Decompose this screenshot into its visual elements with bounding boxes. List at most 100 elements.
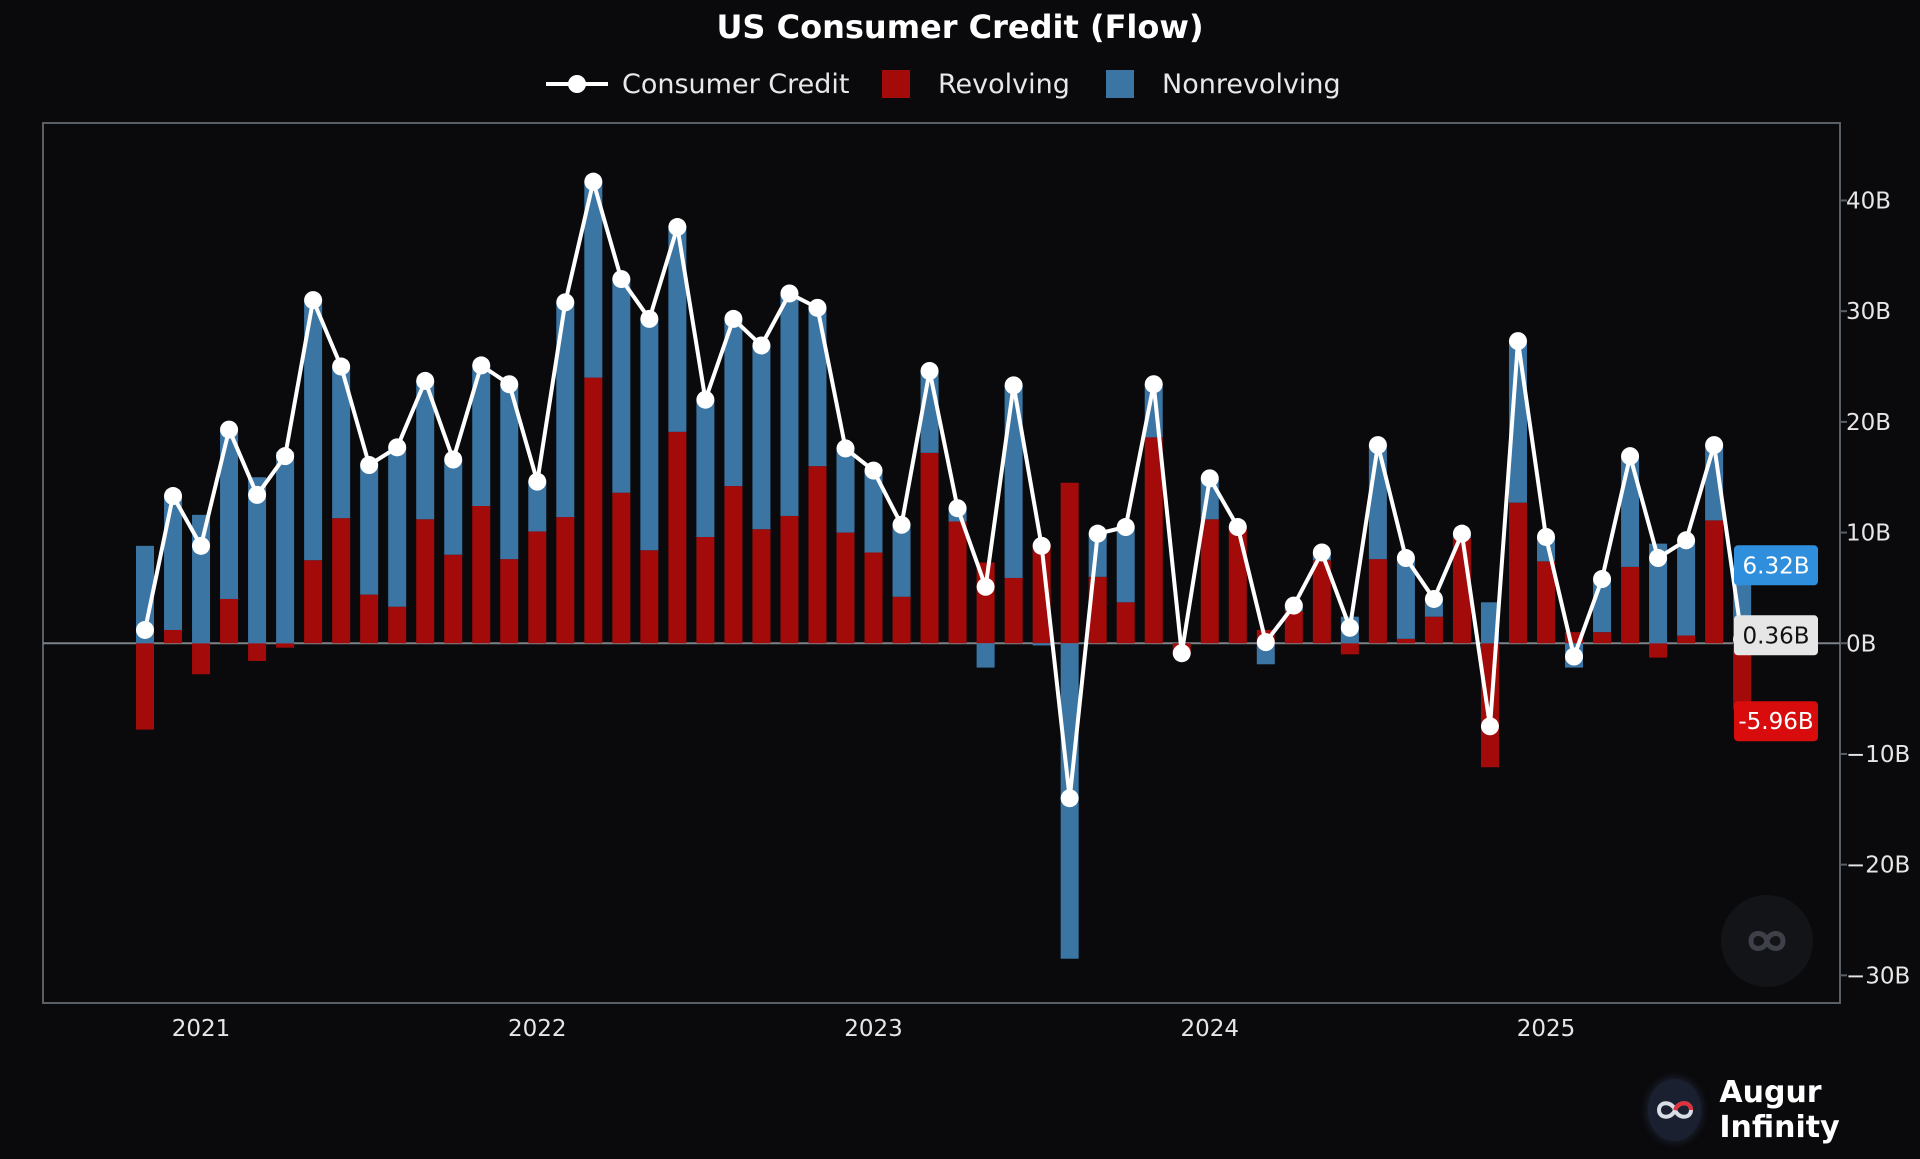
consumer-credit-point bbox=[192, 536, 211, 555]
consumer-credit-point bbox=[836, 439, 855, 458]
red-square-icon bbox=[882, 70, 910, 98]
revolving-bar bbox=[1340, 643, 1359, 655]
consumer-credit-point bbox=[164, 487, 183, 506]
revolving-bar bbox=[808, 466, 827, 644]
consumer-credit-point bbox=[220, 420, 239, 439]
infinity-logo-icon bbox=[1648, 1079, 1702, 1141]
consumer-credit-point bbox=[1256, 633, 1275, 652]
nonrevolving-bar bbox=[360, 465, 379, 595]
nonrevolving-bar bbox=[1677, 540, 1696, 636]
last-value-text: 6.32B bbox=[1743, 553, 1810, 579]
revolving-bar bbox=[752, 529, 771, 644]
nonrevolving-bar bbox=[780, 293, 799, 516]
consumer-credit-point bbox=[1284, 596, 1303, 615]
consumer-credit-point bbox=[1060, 789, 1079, 808]
revolving-bar bbox=[780, 515, 799, 644]
consumer-credit-line bbox=[143, 179, 1745, 801]
legend-label: Consumer Credit bbox=[622, 68, 850, 100]
y-tick-label: 20B bbox=[1846, 410, 1891, 436]
last-value-label: -5.96B bbox=[1734, 701, 1818, 742]
nonrevolving-bar bbox=[248, 477, 267, 644]
nonrevolving-bar bbox=[864, 470, 883, 553]
revolving-bar bbox=[1424, 616, 1443, 644]
revolving-bar bbox=[164, 629, 183, 644]
nonrevolving-bar bbox=[584, 181, 603, 378]
nonrevolving-bar bbox=[1032, 643, 1051, 646]
consumer-credit-point bbox=[780, 284, 799, 303]
nonrevolving-bar bbox=[892, 524, 911, 597]
consumer-credit-point bbox=[1677, 531, 1696, 550]
nonrevolving-bar bbox=[1396, 558, 1415, 639]
revolving-bar bbox=[444, 554, 463, 644]
y-tick-label: −10B bbox=[1846, 742, 1910, 768]
last-value-text: 0.36B bbox=[1743, 623, 1810, 649]
nonrevolving-bar bbox=[808, 307, 827, 467]
revolving-bar bbox=[584, 377, 603, 644]
consumer-credit-point bbox=[388, 438, 407, 457]
revolving-bar bbox=[1312, 560, 1331, 644]
revolving-bar bbox=[1537, 561, 1555, 644]
nonrevolving-bar bbox=[388, 447, 407, 607]
legend-item-revolving[interactable]: Revolving bbox=[882, 64, 1070, 104]
consumer-credit-point bbox=[304, 291, 323, 310]
chart-title: US Consumer Credit (Flow) bbox=[716, 8, 1204, 46]
revolving-bar bbox=[416, 519, 435, 644]
consumer-credit-point bbox=[1088, 524, 1107, 543]
revolving-bar bbox=[1593, 632, 1612, 644]
legend-item-nonrevolving[interactable]: Nonrevolving bbox=[1106, 64, 1341, 104]
consumer-credit-point bbox=[1565, 647, 1584, 666]
consumer-credit-point bbox=[948, 499, 967, 518]
nonrevolving-bar bbox=[668, 227, 687, 432]
nonrevolving-bar bbox=[696, 399, 715, 537]
consumer-credit-point bbox=[668, 218, 687, 237]
revolving-bar bbox=[248, 643, 267, 661]
legend: Consumer Credit Revolving Nonrevolving bbox=[0, 64, 1920, 104]
revolving-bar bbox=[1368, 559, 1387, 644]
revolving-bar bbox=[1733, 643, 1752, 710]
consumer-credit-point bbox=[1368, 436, 1387, 455]
brand-name: Augur Infinity bbox=[1719, 1075, 1840, 1145]
nonrevolving-bar bbox=[1004, 385, 1023, 578]
last-value-badge bbox=[1734, 615, 1818, 656]
nonrevolving-bar bbox=[164, 496, 183, 630]
consumer-credit-point bbox=[1228, 518, 1247, 537]
consumer-credit-point bbox=[1621, 447, 1640, 466]
nonrevolving-bar bbox=[556, 302, 575, 518]
revolving-bar bbox=[360, 594, 379, 644]
revolving-bar bbox=[192, 643, 211, 675]
nonrevolving-bar bbox=[612, 279, 631, 493]
consumer-credit-point bbox=[1116, 518, 1135, 537]
consumer-credit-point bbox=[808, 298, 827, 317]
legend-item-consumer-credit[interactable]: Consumer Credit bbox=[546, 64, 849, 104]
revolving-bar bbox=[1565, 632, 1584, 644]
x-tick-label: 2024 bbox=[1180, 1016, 1239, 1042]
consumer-credit-point bbox=[752, 336, 771, 355]
consumer-credit-point bbox=[1396, 549, 1415, 568]
revolving-bar bbox=[276, 643, 295, 648]
revolving-bar bbox=[1396, 638, 1415, 644]
consumer-credit-point bbox=[1480, 717, 1499, 736]
revolving-bar bbox=[1677, 635, 1696, 644]
consumer-credit-point bbox=[1340, 618, 1359, 637]
revolving-bar bbox=[1004, 577, 1023, 644]
revolving-bar bbox=[136, 643, 154, 730]
consumer-credit-point bbox=[976, 577, 995, 596]
y-tick-label: −30B bbox=[1846, 963, 1910, 989]
watermark-logo bbox=[1721, 895, 1813, 987]
consumer-credit-point bbox=[472, 356, 491, 375]
revolving-bar bbox=[472, 505, 491, 644]
nonrevolving-bar bbox=[472, 365, 491, 506]
consumer-credit-point bbox=[892, 515, 911, 534]
last-value-label: 0.36B bbox=[1734, 615, 1818, 656]
nonrevolving-bar bbox=[752, 345, 771, 530]
revolving-bar bbox=[1649, 643, 1668, 658]
consumer-credit-point bbox=[556, 293, 575, 312]
nonrevolving-bar bbox=[220, 429, 239, 599]
consumer-credit-point bbox=[724, 309, 743, 328]
x-tick-label: 2022 bbox=[508, 1016, 567, 1042]
revolving-bar bbox=[304, 560, 323, 644]
consumer-credit-point bbox=[1172, 644, 1191, 663]
consumer-credit-point bbox=[1312, 543, 1331, 562]
last-value-badge bbox=[1734, 701, 1818, 742]
consumer-credit-point bbox=[640, 309, 659, 328]
